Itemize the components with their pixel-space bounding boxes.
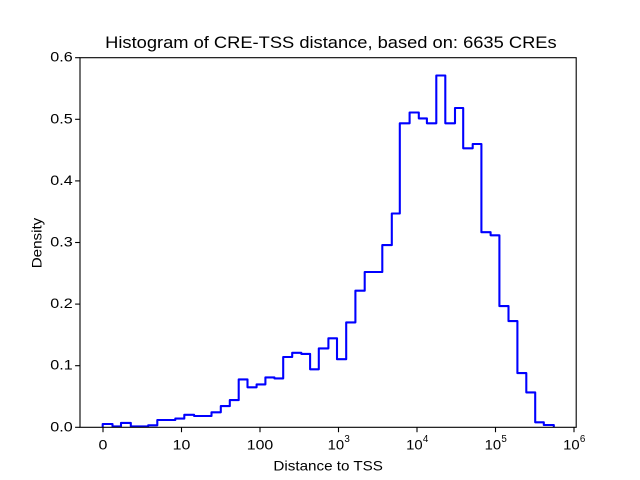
svg-text:4: 4: [423, 434, 429, 445]
svg-text:10: 10: [328, 436, 345, 452]
svg-text:0.3: 0.3: [50, 234, 73, 250]
svg-text:Histogram of CRE-TSS distance,: Histogram of CRE-TSS distance, based on:…: [105, 33, 557, 52]
svg-text:0: 0: [99, 436, 108, 452]
svg-text:3: 3: [344, 434, 350, 445]
svg-text:5: 5: [501, 434, 507, 445]
svg-text:Density: Density: [29, 218, 45, 269]
svg-text:100: 100: [247, 436, 274, 452]
svg-text:0.6: 0.6: [50, 49, 73, 65]
svg-text:0.0: 0.0: [50, 418, 73, 434]
svg-text:10: 10: [563, 436, 580, 452]
svg-text:0.5: 0.5: [50, 110, 73, 126]
svg-text:Distance to TSS: Distance to TSS: [273, 458, 383, 474]
svg-text:10: 10: [406, 436, 423, 452]
svg-text:0.2: 0.2: [50, 295, 73, 311]
svg-text:0.4: 0.4: [50, 172, 73, 188]
svg-text:0.1: 0.1: [50, 357, 73, 373]
svg-text:10: 10: [485, 436, 502, 452]
svg-text:10: 10: [173, 436, 191, 452]
svg-text:6: 6: [580, 434, 586, 445]
